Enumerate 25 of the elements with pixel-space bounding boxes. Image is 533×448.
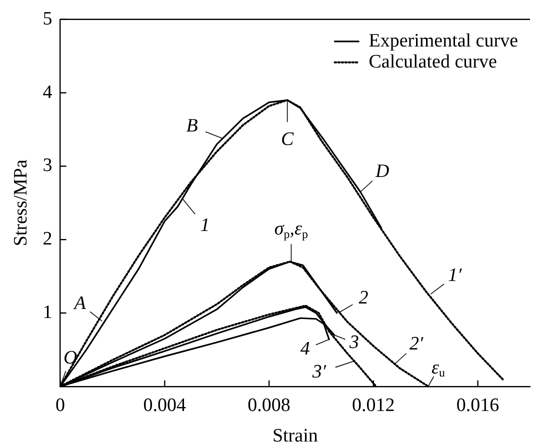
y-tick-label: 4 [42,82,53,103]
annotation: 2′ [409,333,424,354]
y-axis-title: Stress/MPa [10,159,32,246]
x-axis-title: Strain [272,426,318,447]
x-tick-label: 0.008 [248,394,290,416]
legend-label: Experimental curve [368,30,518,52]
annotation: C [280,129,294,150]
annotation: 1′ [448,264,463,286]
y-tick-label: 3 [42,155,52,176]
annotation: 1 [200,215,210,236]
y-tick-label: 1 [42,302,52,323]
annotation: 3′ [311,362,327,383]
annotation: 4 [300,338,310,360]
y-tick-label: 5 [42,8,52,30]
x-tick-label: 0 [56,394,66,416]
y-tick-label: 2 [42,228,52,250]
annotation: D [374,160,390,182]
annotation: A [72,293,86,314]
annotation: 2 [358,287,369,308]
legend-label: Calculated curve [368,51,497,72]
x-tick-label: 0.016 [456,394,500,416]
x-tick-label: 0.012 [352,394,395,416]
annotation: 3 [348,332,360,354]
x-tick-label: 0.004 [143,394,187,416]
annotation: B [186,115,198,136]
